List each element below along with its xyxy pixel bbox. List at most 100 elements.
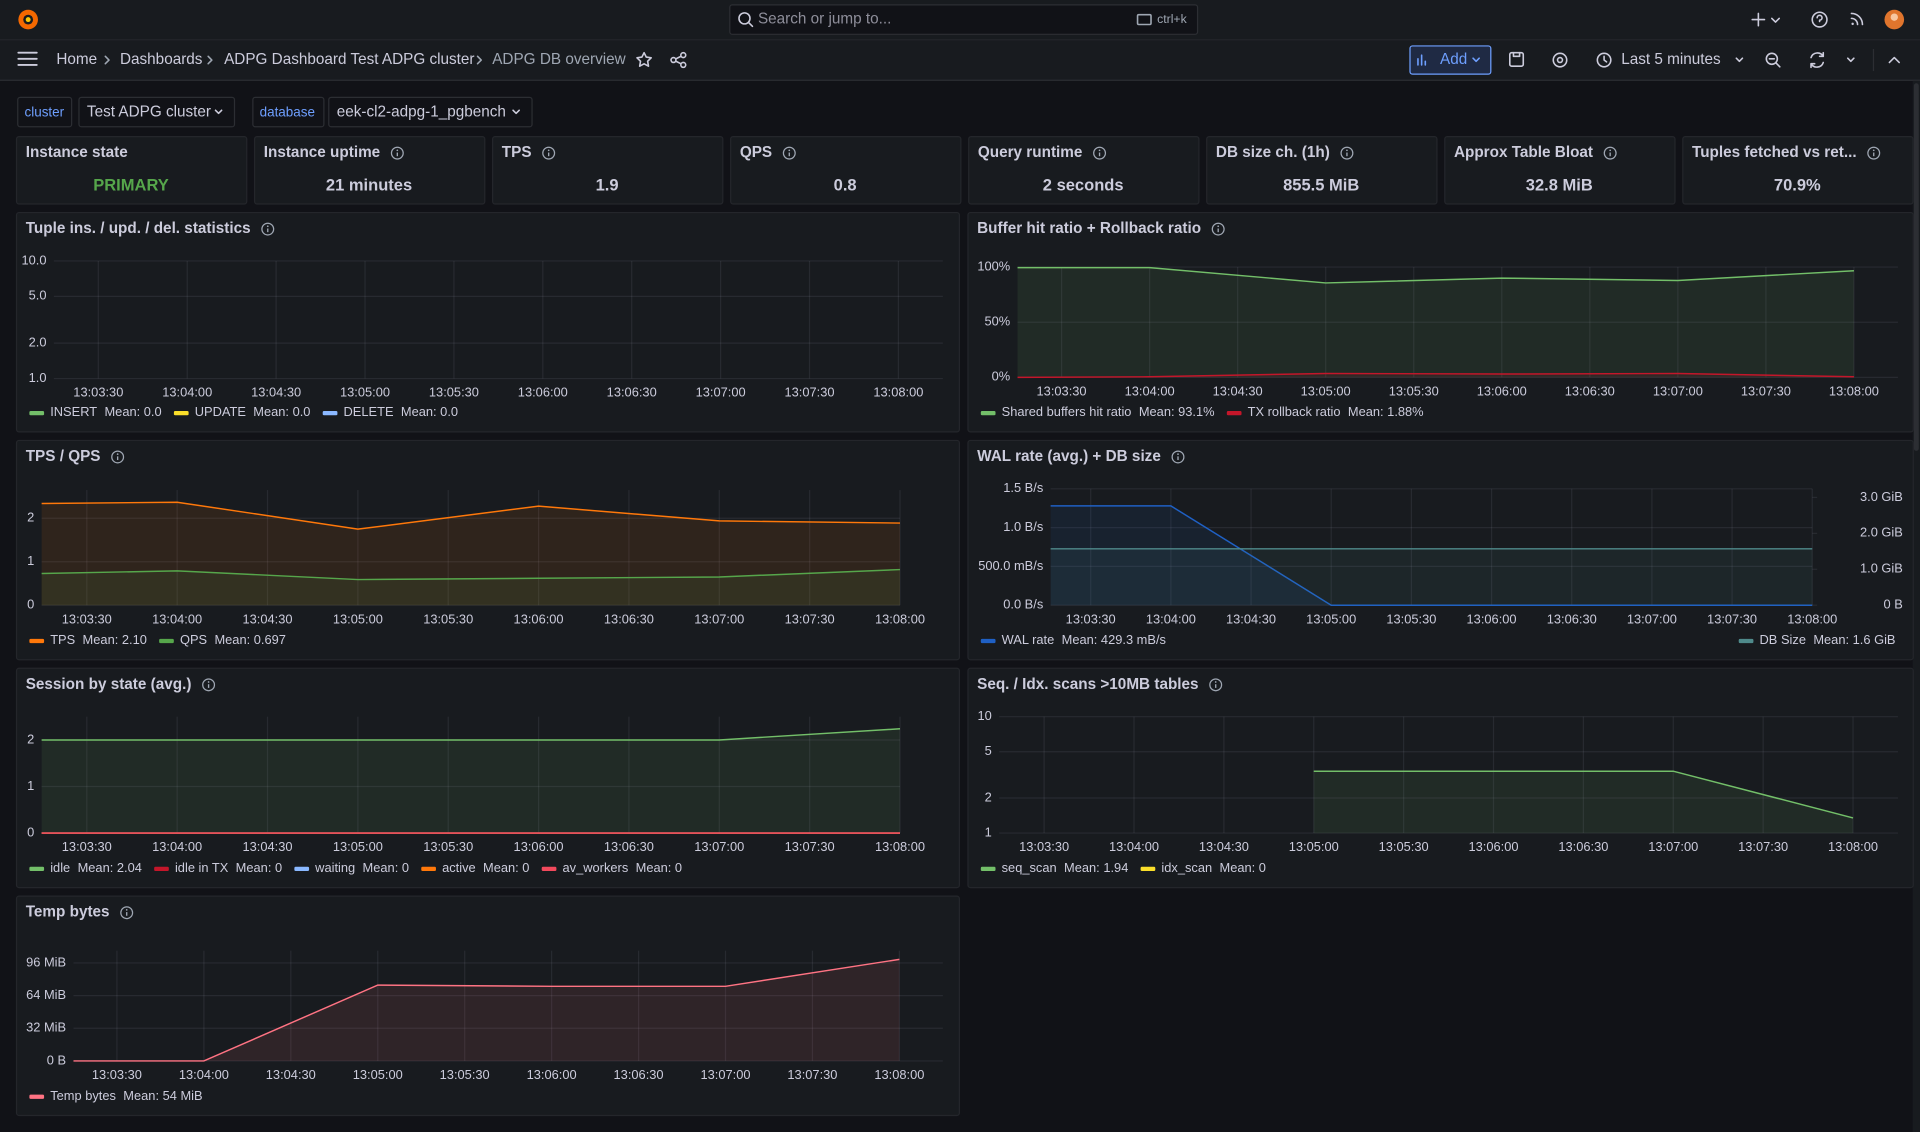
legend-mean: Mean: 0.0 xyxy=(253,404,310,419)
x-tick-label: 13:04:30 xyxy=(251,385,301,400)
x-tick-label: 13:03:30 xyxy=(92,1067,142,1082)
refresh[interactable] xyxy=(1810,51,1825,69)
legend-swatch[interactable] xyxy=(29,638,45,644)
info-icon[interactable] xyxy=(1340,146,1354,160)
legend-swatch[interactable] xyxy=(980,866,996,872)
legend-name[interactable]: QPS xyxy=(180,632,207,647)
legend-name[interactable]: idle in TX xyxy=(175,860,229,875)
stat-title: Approx Table Bloat xyxy=(1454,144,1593,161)
dropdown-chevron xyxy=(214,109,223,115)
add-button[interactable]: Add xyxy=(1409,45,1492,75)
series-line xyxy=(41,501,901,530)
legend-swatch[interactable] xyxy=(173,411,189,416)
x-tick-label: 13:04:00 xyxy=(1146,611,1196,626)
legend-swatch[interactable] xyxy=(1738,638,1754,644)
legend-name[interactable]: idx_scan xyxy=(1161,860,1212,875)
avatar[interactable] xyxy=(1884,9,1905,30)
info-icon[interactable] xyxy=(1867,146,1881,160)
legend-name[interactable]: WAL rate xyxy=(1002,632,1055,647)
legend-swatch[interactable] xyxy=(29,411,45,416)
legend-swatch[interactable] xyxy=(980,638,996,644)
breadcrumb[interactable]: Dashboards xyxy=(120,51,203,68)
legend-name[interactable]: INSERT xyxy=(50,404,97,419)
legend-swatch[interactable] xyxy=(154,866,169,872)
legend-name[interactable]: Temp bytes xyxy=(50,1088,116,1103)
info-icon[interactable] xyxy=(1171,450,1185,464)
info-icon[interactable] xyxy=(542,146,556,160)
save[interactable] xyxy=(1509,51,1525,67)
variable-dropdown[interactable] xyxy=(328,96,533,128)
settings[interactable] xyxy=(1552,52,1568,68)
legend-name[interactable]: seq_scan xyxy=(1002,860,1057,875)
legend-swatch[interactable] xyxy=(541,866,557,872)
info-icon[interactable] xyxy=(390,146,404,160)
x-tick-label: 13:08:00 xyxy=(1829,383,1879,398)
info-icon[interactable] xyxy=(782,146,796,160)
variable-dropdown[interactable] xyxy=(78,96,236,128)
variable-label: database xyxy=(260,104,315,119)
info-icon xyxy=(1872,149,1875,152)
legend-swatch[interactable] xyxy=(29,866,45,872)
legend-swatch[interactable] xyxy=(1140,866,1156,872)
menu-toggle[interactable] xyxy=(17,51,38,66)
info-icon[interactable] xyxy=(111,450,125,464)
x-tick-label: 13:07:30 xyxy=(785,839,835,854)
legend-name[interactable]: waiting xyxy=(314,860,355,875)
legend-swatch[interactable] xyxy=(421,866,436,872)
info-icon[interactable] xyxy=(1603,146,1617,160)
legend-name[interactable]: idle xyxy=(50,860,70,875)
legend-mean: Mean: 0.0 xyxy=(401,404,458,419)
refresh-interval[interactable] xyxy=(1846,57,1855,63)
y-tick-label: 1.0 xyxy=(29,370,47,385)
y-tick-label: 1 xyxy=(27,778,34,793)
legend-swatch[interactable] xyxy=(322,411,338,416)
info-icon xyxy=(266,225,269,228)
x-tick-label: 13:08:00 xyxy=(1787,611,1837,626)
y-tick-label: 50% xyxy=(984,314,1010,329)
collapse[interactable] xyxy=(1888,56,1900,64)
new-menu[interactable] xyxy=(1751,12,1780,27)
legend-name[interactable]: TPS xyxy=(50,632,75,647)
breadcrumb[interactable]: Home xyxy=(56,51,97,68)
breadcrumb-current: ADPG DB overview xyxy=(492,51,626,68)
x-tick-label: 13:08:00 xyxy=(1828,839,1878,854)
info-icon[interactable] xyxy=(1093,146,1107,160)
time-picker[interactable]: Last 5 minutes xyxy=(1596,51,1744,68)
legend-swatch[interactable] xyxy=(159,638,174,644)
legend-name[interactable]: DELETE xyxy=(344,404,394,419)
stat-value: 855.5 MiB xyxy=(1283,176,1359,195)
x-tick-label: 13:06:30 xyxy=(607,385,657,400)
star[interactable] xyxy=(636,51,652,67)
search-box[interactable]: Search or jump to... ctrl+k xyxy=(729,4,1199,35)
legend-name[interactable]: av_workers xyxy=(563,860,629,875)
share[interactable] xyxy=(670,51,687,69)
legend-name[interactable]: TX rollback ratio xyxy=(1248,404,1341,419)
zoom-out[interactable] xyxy=(1765,52,1781,68)
scrollbar-thumb[interactable] xyxy=(1913,83,1919,451)
info-icon[interactable] xyxy=(261,222,275,236)
legend-swatch[interactable] xyxy=(29,1094,45,1099)
y-tick-label: 0 xyxy=(27,597,34,612)
y-tick-label: 96 MiB xyxy=(26,954,66,969)
scrollbar[interactable] xyxy=(1912,80,1920,1132)
info-icon[interactable] xyxy=(120,906,134,920)
legend-name[interactable]: active xyxy=(442,860,476,875)
x-tick-label: 13:03:30 xyxy=(1037,383,1087,398)
x-tick-label: 13:04:30 xyxy=(1199,839,1249,854)
legend-name[interactable]: DB Size xyxy=(1760,632,1806,647)
legend-name[interactable]: UPDATE xyxy=(195,404,247,419)
grafana-logo[interactable] xyxy=(18,9,38,30)
news[interactable] xyxy=(1850,12,1864,26)
x-tick-label: 13:04:30 xyxy=(1213,383,1263,398)
help[interactable] xyxy=(1811,11,1828,28)
info-icon[interactable] xyxy=(202,678,216,692)
legend-swatch[interactable] xyxy=(294,866,310,872)
legend-name[interactable]: Shared buffers hit ratio xyxy=(1002,404,1132,419)
breadcrumb[interactable]: ADPG Dashboard Test ADPG cluster xyxy=(224,51,474,68)
info-icon[interactable] xyxy=(1211,222,1225,236)
info-icon[interactable] xyxy=(1209,678,1223,692)
panel-title: WAL rate (avg.) + DB size xyxy=(977,448,1161,465)
legend-swatch[interactable] xyxy=(980,411,996,416)
stat-panel xyxy=(730,135,962,205)
legend-swatch[interactable] xyxy=(1226,411,1242,416)
